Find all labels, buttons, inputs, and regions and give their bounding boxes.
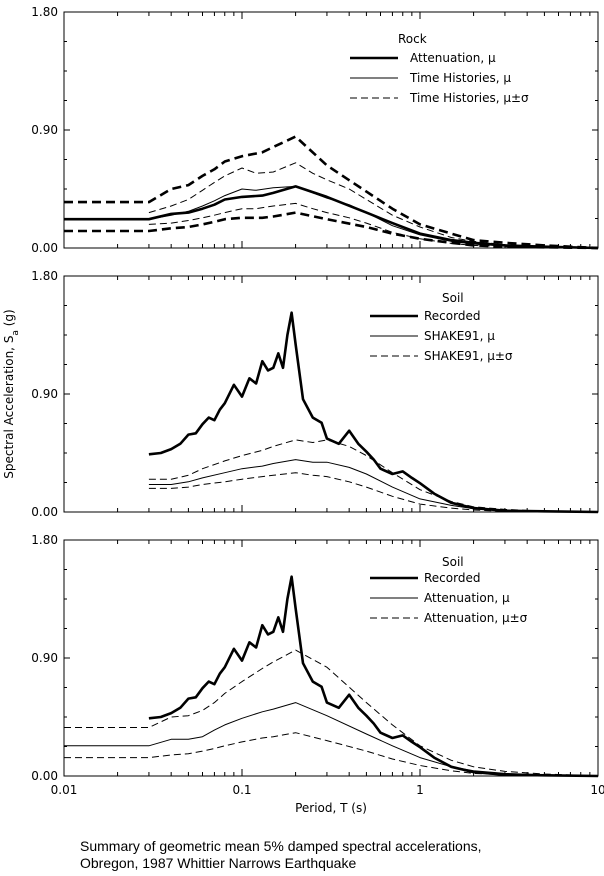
legend-label: Attenuation, μ±σ <box>424 611 528 625</box>
legend-label: SHAKE91, μ <box>424 329 495 343</box>
y-tick-label: 1.80 <box>31 5 58 19</box>
y-tick-label: 1.80 <box>31 269 58 283</box>
series-line-3 <box>64 649 599 777</box>
plot-frame <box>63 11 599 249</box>
legend-label: Attenuation, μ <box>424 591 510 605</box>
legend-label: SHAKE91, μ±σ <box>424 349 513 363</box>
legend-label: Recorded <box>424 571 480 585</box>
series-line-4 <box>148 185 599 249</box>
y-axis-label-text: Spectral Acceleration, Sa (g) <box>2 309 21 478</box>
legend-label: Time Histories, μ±σ <box>409 91 529 105</box>
series-line-5 <box>148 162 599 249</box>
legend-label: Attenuation, μ <box>410 51 496 65</box>
x-tick-label: 1 <box>416 783 424 797</box>
y-tick-label: 0.90 <box>31 651 58 665</box>
x-axis-label: Period, T (s) <box>295 801 367 815</box>
y-tick-label: 1.80 <box>31 533 58 547</box>
series-line-3 <box>148 439 599 513</box>
series-line-2 <box>64 702 599 777</box>
x-tick-label: 0.1 <box>232 783 251 797</box>
chart-panel-2: 0.00 0.90 1.80 Soil Recorded SHAKE91, μ SHAKE9… <box>31 269 599 519</box>
chart-panel-1: 0.00 0.90 1.80 Rock Attenuation, μ Time Histo… <box>31 5 599 255</box>
series-line-1 <box>148 575 599 778</box>
legend-label: Recorded <box>424 309 480 323</box>
plot-frame <box>63 275 599 513</box>
series-line-1 <box>64 185 599 250</box>
series-line-3 <box>64 211 599 250</box>
y-tick-label: 0.00 <box>31 505 58 519</box>
legend-title: Soil <box>442 555 464 569</box>
series-line-2 <box>64 135 599 250</box>
legend-label: Time Histories, μ <box>409 71 511 85</box>
chart-panel-3: 0.00 0.90 1.80 0.01 0.1 1 10 Soil Recorded Attenu… <box>31 533 604 797</box>
series-line-2 <box>148 459 599 513</box>
legend-title: Rock <box>398 32 427 46</box>
figure-caption: Summary of geometric mean 5% damped spec… <box>80 838 600 872</box>
y-tick-label: 0.90 <box>31 387 58 401</box>
series-line-6 <box>148 202 599 249</box>
caption-line-2: Obregon, 1987 Whittier Narrows Earthquak… <box>80 855 357 871</box>
plot-frame <box>63 539 599 777</box>
x-tick-label: 10 <box>590 783 604 797</box>
series-line-1 <box>148 311 599 514</box>
y-tick-label: 0.00 <box>31 769 58 783</box>
x-tick-label: 0.01 <box>51 783 78 797</box>
caption-line-1: Summary of geometric mean 5% damped spec… <box>80 838 482 854</box>
y-tick-label: 0.90 <box>31 123 58 137</box>
series-line-4 <box>148 472 599 513</box>
legend-title: Soil <box>442 291 464 305</box>
series-line-4 <box>64 732 599 777</box>
y-tick-label: 0.00 <box>31 241 58 255</box>
